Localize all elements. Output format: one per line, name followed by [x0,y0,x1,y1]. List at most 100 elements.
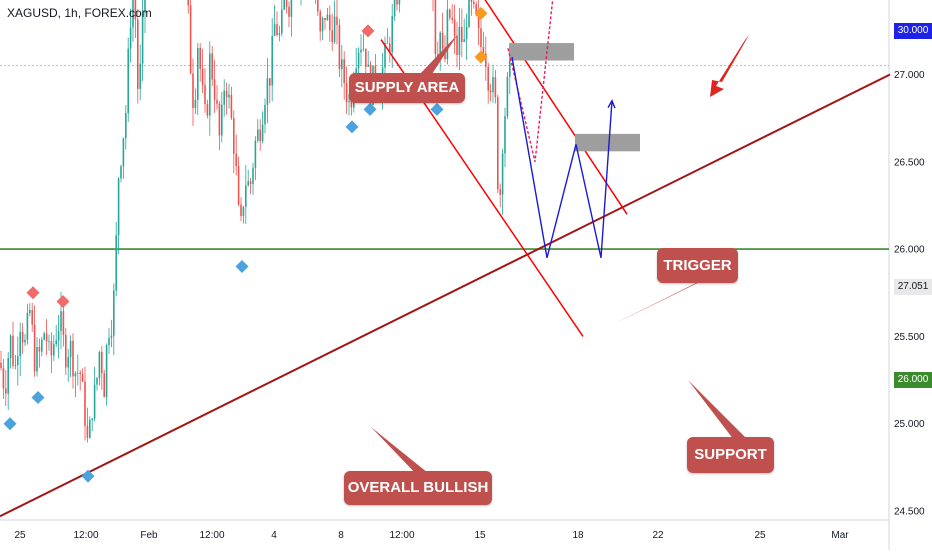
candle-body [487,66,489,91]
candle-body [285,0,288,7]
candle-body [470,0,473,2]
candle-body [497,97,499,190]
candle-body [53,344,55,356]
candle-body [463,39,465,42]
candle-body [333,16,336,43]
candle-body [398,0,401,5]
candle-body [439,32,441,58]
x-tick-label: 22 [652,530,664,541]
candle-body [324,17,326,21]
diamond-marker-low [363,102,377,116]
candle-body [137,19,139,89]
candle-body [206,104,209,116]
candle-body [343,59,345,84]
x-tick-label: 25 [754,530,766,541]
candle-body [281,9,283,34]
trigger-callout-tail [612,274,716,325]
candle-body [216,99,218,104]
candle-body [477,14,480,29]
diamond-marker-low [430,102,444,116]
projection-down-path-arrowhead [607,99,616,109]
candle-body [266,78,269,105]
candle-body [362,48,365,50]
candle-body [41,339,43,352]
diamond-marker-low [3,417,17,431]
candle-body [393,0,396,17]
candle-body [31,310,33,325]
candle-body [499,189,501,195]
candle-body [360,49,362,53]
red-arrow [710,35,749,97]
candle-body [5,388,7,394]
symbol-label: XAGUSD, 1h, FOREX.com [7,6,152,20]
candle-body [249,181,252,184]
candle-body [283,0,285,10]
candle-body [50,341,53,356]
candle-body [108,337,110,346]
candle-body [501,153,504,195]
candle-body [237,166,240,205]
candle-body [144,0,146,13]
trigger-zone [575,133,640,152]
candle-body [67,357,69,368]
candle-body [74,373,77,377]
supply-area-callout: SUPPLY AREA [349,73,465,103]
candle-body [141,12,144,64]
projection-down-path [511,56,613,259]
candle-body [134,0,137,20]
candle-body [396,0,398,5]
candle-body [506,76,509,117]
candle-body [235,153,237,167]
candle-body [461,26,463,42]
price-tag-current: 27.051 [894,279,932,295]
candle-body [12,335,14,366]
diamond-marker-alt [474,50,488,64]
candle-body [259,129,261,142]
candle-body [261,124,264,142]
candle-body [456,35,458,56]
candle-body [194,99,197,109]
x-tick-label: Mar [831,530,849,541]
candle-body [365,48,367,67]
candle-body [48,341,50,343]
candle-body [57,331,60,341]
candle-body [218,103,221,136]
candle-body [77,372,79,374]
candle-body [449,9,451,18]
candle-body [338,24,341,70]
candle-body [264,104,266,125]
candle-body [391,16,393,52]
candle-body [204,85,206,105]
candle-body [211,53,213,80]
candle-body [89,419,91,438]
candle-body [129,27,132,49]
candle-body [192,73,194,109]
x-tick-label: 8 [338,530,344,541]
candle-body [96,378,98,385]
candle-body [276,24,278,36]
candle-body [228,94,230,98]
candle-body [367,64,369,67]
candle-body [489,90,492,93]
candle-body [93,384,96,419]
candle-body [189,5,192,74]
diamond-marker-low [235,260,249,274]
channel-line [484,0,628,215]
diamond-marker-low [345,120,359,134]
candle-body [117,178,120,236]
y-tick-label: 27.000 [894,70,925,81]
candle-body [357,52,360,69]
candle-body [441,32,444,49]
candle-body [79,372,81,375]
diamond-marker-high [56,294,70,308]
candle-body [317,0,319,12]
candle-body [389,43,391,52]
candle-body [509,52,511,77]
candle-body [84,381,86,426]
candle-body [55,340,57,345]
candle-body [278,33,281,36]
candle-body [384,42,386,68]
candle-body [17,356,19,366]
